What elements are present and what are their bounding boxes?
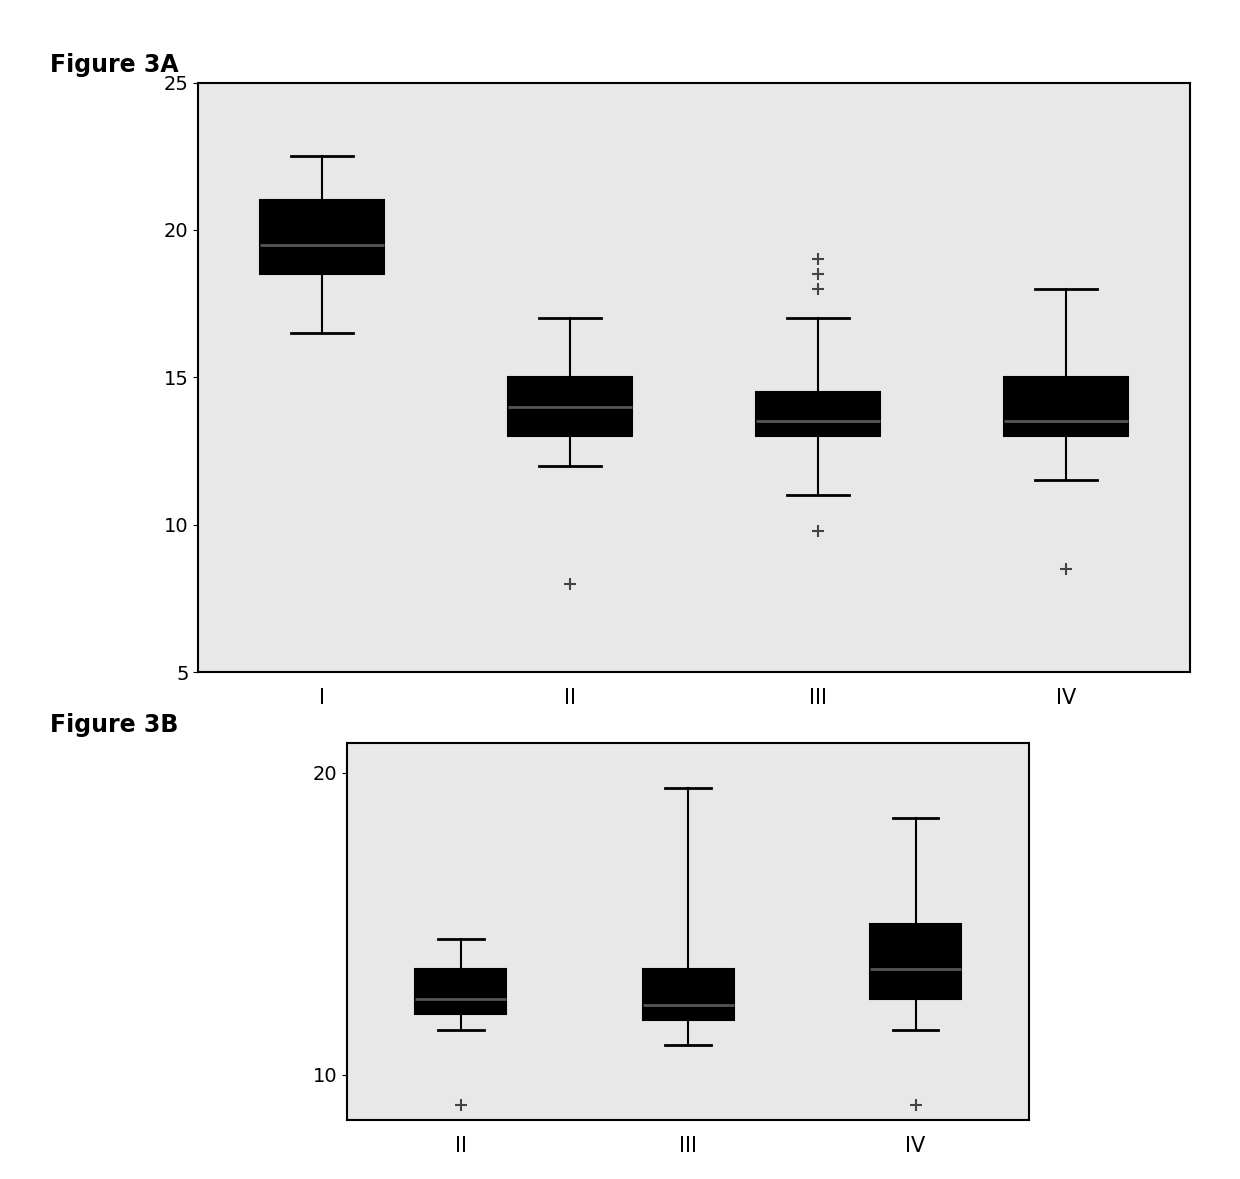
PathPatch shape [870, 924, 961, 1000]
Text: Figure 3B: Figure 3B [50, 713, 179, 737]
PathPatch shape [508, 377, 632, 436]
PathPatch shape [1004, 377, 1128, 436]
PathPatch shape [415, 969, 506, 1014]
PathPatch shape [756, 391, 880, 436]
PathPatch shape [642, 969, 734, 1021]
Text: Figure 3A: Figure 3A [50, 53, 179, 77]
PathPatch shape [260, 200, 384, 275]
